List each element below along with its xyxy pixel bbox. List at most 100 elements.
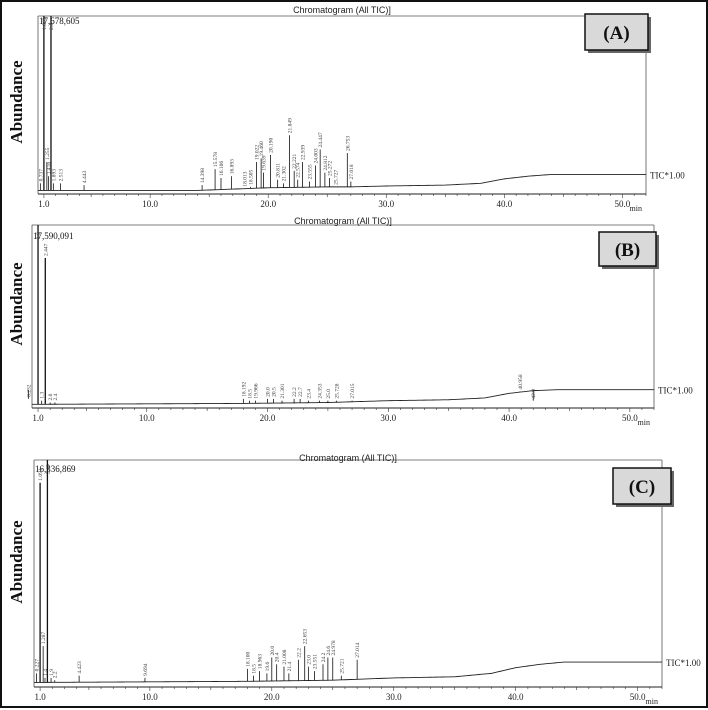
peak-label: 24.003 [313,148,319,163]
max-abundance-label: 17,678,605 [39,16,80,26]
y-axis-label: Abundance [7,60,26,144]
peak-label: 2.46 [45,464,51,474]
peak-label: 40.958 [518,374,524,389]
peak-label: 22.574 [296,162,302,177]
tic-scale-label: TIC*1.00 [658,386,693,396]
x-tick-label: 50.0 [615,199,631,209]
peak-label: 18.963 [258,654,264,669]
peak-label: 22.2 [297,648,303,658]
x-tick-label: 1.0 [34,692,46,702]
peak-label: 2.447 [43,243,49,256]
peak-label: 1.3 [40,392,46,399]
max-abundance-label: 16,336,869 [35,464,76,474]
peak-label: 24.812 [323,155,329,170]
panel-badge: (C) [612,467,674,507]
panel-label: (C) [629,477,655,498]
peak-label: 27.014 [355,642,361,657]
peak-label: 25.721 [339,658,345,673]
x-tick-label: 20.0 [264,692,280,702]
peak-label: 24.353 [317,383,323,398]
x-unit-label: min [646,697,658,706]
panel-label: (A) [603,23,629,44]
peak-label: 1.9 [49,669,55,676]
peak-label: 27.018 [349,164,355,179]
peak-label: 18.013 [243,171,249,186]
x-tick-label: 10.0 [139,413,155,423]
chart-title: Chromatogram (All TIC)] [293,5,391,15]
x-tick-label: 1.0 [32,413,44,423]
peak-label: 1.416 [47,162,53,175]
peak-label: 42.0 [531,389,537,399]
peak-label: 1.4 [43,669,49,676]
panel-label: (B) [615,240,640,261]
x-tick-label: 40.0 [501,413,517,423]
peak-label: 14.398 [200,168,206,183]
peak-label: 19.966 [253,383,259,398]
peak-label: 23.0 [306,655,312,665]
x-tick-label: 50.0 [630,692,646,702]
x-tick-label: 10.0 [142,692,158,702]
peak-label: 0.737 [38,169,44,182]
peak-label: 19.639 [261,155,267,170]
chart-title: Chromatogram (All TIC)] [299,453,397,463]
peak-label: 18.505 [249,170,255,185]
peak-label: 21.302 [282,166,288,181]
peak-label: 2.0 [48,393,54,400]
peak-label: 1.287 [41,632,47,645]
peak-label: 21.849 [287,118,293,133]
chromatogram-panel-2: 1.0 10.0 20.0 30.0 40.0 50.0 min Chromatogram (… [7,216,693,427]
peak-label: 1.069 [42,17,48,30]
peak-label: 19.6 [265,662,271,672]
peak-label: 26.753 [345,136,351,151]
tic-baseline [31,389,654,405]
chart-title: Chromatogram (All TIC)] [294,216,392,226]
peak-label: 1.0 [36,232,42,239]
x-tick-label: 20.0 [260,413,276,423]
peak-label: 22.7 [298,387,304,397]
peak-label: 4.443 [82,170,88,183]
peak-label: 23.551 [312,654,318,669]
panel-badge: (A) [584,13,651,53]
peak-label: 2.4 [53,393,59,400]
y-axis-label: Abundance [7,520,26,604]
panel-badge: (B) [598,231,659,269]
peak-label: 20.0 [270,646,276,656]
chromatogram-panel-3: 1.0 10.0 20.0 30.0 40.0 50.0 min Chromatogram (… [7,453,701,706]
y-axis-label: Abundance [7,262,26,346]
peak-label: 20.4 [275,652,281,662]
x-tick-label: 50.0 [622,413,638,423]
peak-label: 24.2 [321,652,327,662]
x-tick-label: 30.0 [380,413,396,423]
tic-scale-label: TIC*1.00 [666,658,701,668]
tic-baseline [38,173,646,191]
tic-scale-label: TIC*1.00 [650,170,685,180]
peak-label: 18.100 [245,651,251,666]
max-abundance-label: 17,590,091 [33,231,74,241]
peak-label: 24.978 [331,640,337,655]
peak-label: 15.578 [213,152,219,167]
peak-label: 20.190 [269,137,275,152]
x-tick-label: 10.0 [142,199,158,209]
peak-label: 20.0 [266,387,272,397]
x-tick-label: 1.0 [38,199,50,209]
peak-label: 16.893 [230,159,236,174]
peak-label: 20.811 [276,163,282,178]
peak-label: 21.008 [282,649,288,664]
peak-label: 25.728 [334,383,340,398]
x-unit-label: min [638,418,650,427]
peak-label: 20.5 [272,387,278,397]
x-tick-label: 30.0 [378,199,394,209]
peak-label: 9.694 [143,663,149,676]
peak-label: 18.5 [251,664,257,674]
x-tick-label: 30.0 [386,692,402,702]
peak-label: 18.192 [241,381,247,396]
peak-label: 22.2 [292,387,298,397]
tic-baseline [33,661,662,683]
peak-label: 2.513 [58,169,64,182]
peak-label: 18.5 [247,389,253,399]
peak-label: 1.255 [45,147,51,160]
peak-label: 25.727 [334,170,340,185]
chromatogram-panel-1: 1.0 10.0 20.0 30.0 40.0 50.0 min Chromatogram (… [7,5,685,213]
